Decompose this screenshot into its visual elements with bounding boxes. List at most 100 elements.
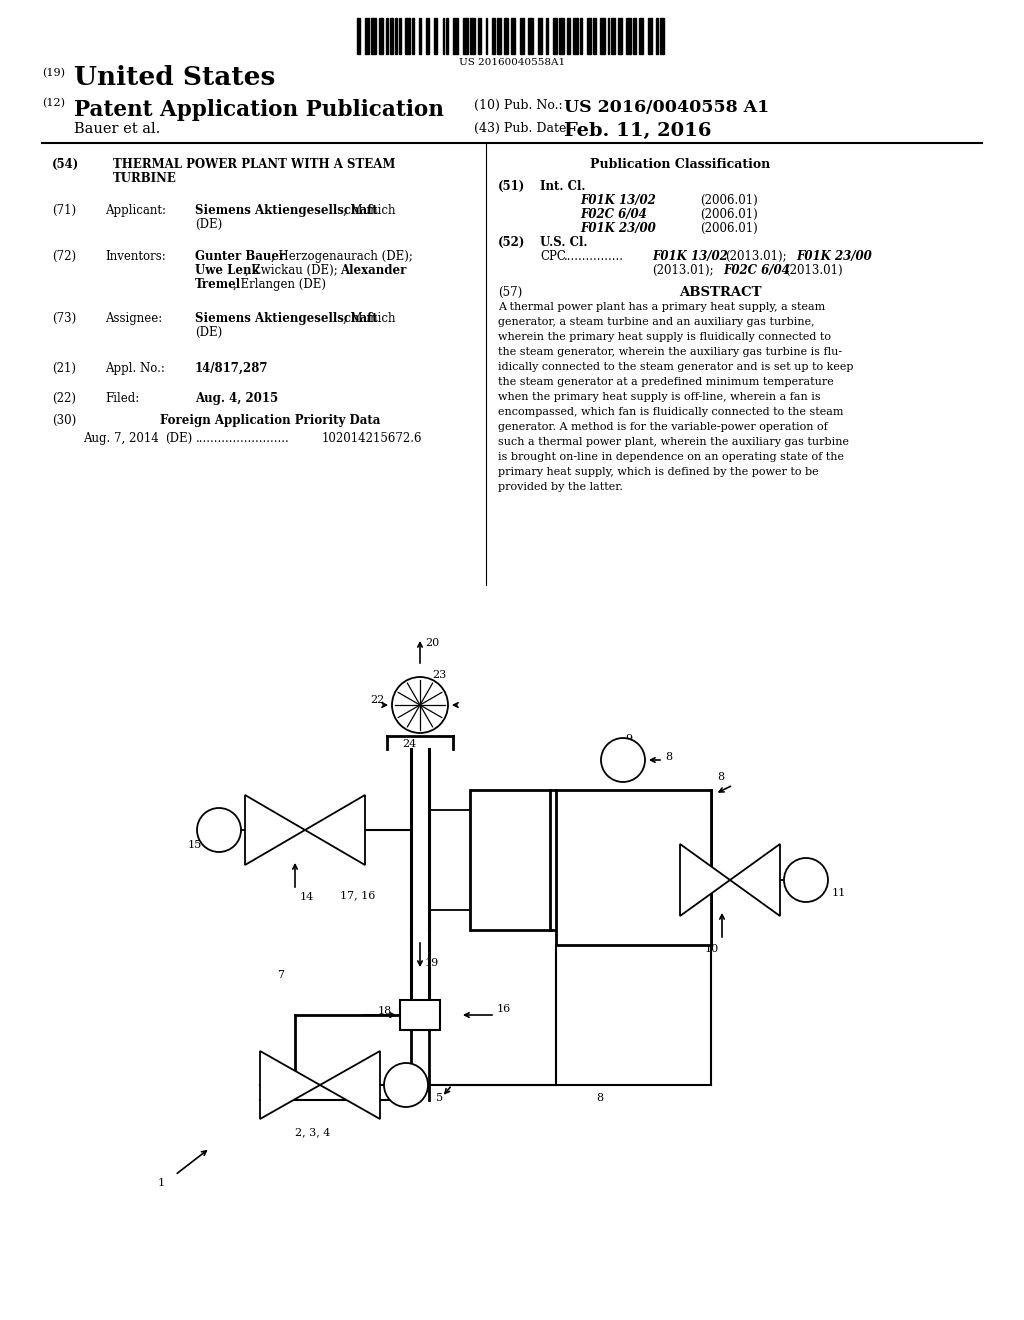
Text: , Zwickau (DE);: , Zwickau (DE); [245, 264, 338, 277]
Circle shape [392, 677, 449, 733]
Text: US 2016/0040558 A1: US 2016/0040558 A1 [564, 99, 769, 116]
Bar [660, 18, 665, 54]
Bar [573, 18, 579, 54]
Bar [611, 18, 615, 54]
Polygon shape [305, 795, 365, 865]
Text: Aug. 7, 2014: Aug. 7, 2014 [83, 432, 159, 445]
Circle shape [197, 808, 241, 851]
Circle shape [784, 858, 828, 902]
Text: (22): (22) [52, 392, 76, 405]
Bar [593, 18, 596, 54]
Text: (52): (52) [498, 236, 525, 249]
Text: F02C 6/04: F02C 6/04 [580, 209, 647, 220]
Text: 17, 16: 17, 16 [340, 890, 376, 900]
Text: (2006.01): (2006.01) [700, 209, 758, 220]
Bar [497, 18, 501, 54]
Text: ................: ................ [564, 249, 624, 263]
Bar [607, 18, 609, 54]
Polygon shape [680, 843, 730, 916]
Text: 8: 8 [638, 859, 645, 869]
Text: 102014215672.6: 102014215672.6 [322, 432, 423, 445]
Bar [400, 1001, 440, 1030]
Text: primary heat supply, which is defined by the power to be: primary heat supply, which is defined by… [498, 467, 818, 477]
Text: (51): (51) [498, 180, 525, 193]
Text: 23: 23 [432, 671, 446, 680]
Text: is brought on-line in dependence on an operating state of the: is brought on-line in dependence on an o… [498, 451, 844, 462]
Bar [426, 18, 429, 54]
Bar [567, 18, 569, 54]
Bar [528, 18, 534, 54]
Text: (10) Pub. No.:: (10) Pub. No.: [474, 99, 562, 112]
Text: 18: 18 [378, 1006, 392, 1016]
Text: Applicant:: Applicant: [105, 205, 166, 216]
Text: Uwe Lenk: Uwe Lenk [195, 264, 260, 277]
Text: Alexander: Alexander [340, 264, 407, 277]
Text: , Herzogenaurach (DE);: , Herzogenaurach (DE); [271, 249, 413, 263]
Text: Inventors:: Inventors: [105, 249, 166, 263]
Text: the steam generator at a predefined minimum temperature: the steam generator at a predefined mini… [498, 378, 834, 387]
Text: 7: 7 [278, 970, 284, 979]
Bar [511, 18, 514, 54]
Text: 9: 9 [625, 734, 632, 744]
Bar [445, 18, 449, 54]
Bar [519, 18, 524, 54]
Bar [588, 18, 591, 54]
Text: (57): (57) [498, 286, 522, 300]
Text: (72): (72) [52, 249, 76, 263]
Text: CPC: CPC [540, 249, 566, 263]
Polygon shape [319, 1051, 380, 1119]
Bar [492, 18, 495, 54]
Polygon shape [730, 843, 780, 916]
Text: F02C 6/04: F02C 6/04 [723, 264, 790, 277]
Text: .........................: ......................... [196, 432, 290, 445]
Text: ABSTRACT: ABSTRACT [679, 286, 761, 300]
Text: , Erlangen (DE): , Erlangen (DE) [233, 279, 326, 290]
Text: such a thermal power plant, wherein the auxiliary gas turbine: such a thermal power plant, wherein the … [498, 437, 849, 447]
Bar [406, 18, 411, 54]
Text: 6: 6 [475, 796, 482, 807]
Text: (30): (30) [52, 414, 76, 426]
Bar [556, 789, 711, 945]
Text: 2, 3, 4: 2, 3, 4 [295, 1127, 331, 1137]
Text: , Munich: , Munich [343, 205, 395, 216]
Text: TURBINE: TURBINE [113, 172, 177, 185]
Bar [539, 18, 543, 54]
Polygon shape [260, 1051, 319, 1119]
Text: Gunter Bauer: Gunter Bauer [195, 249, 286, 263]
Text: Foreign Application Priority Data: Foreign Application Priority Data [160, 414, 380, 426]
Text: 19: 19 [425, 958, 439, 968]
Bar [505, 18, 508, 54]
Text: 11: 11 [831, 888, 846, 898]
Bar [647, 18, 651, 54]
Circle shape [601, 738, 645, 781]
Text: Siemens Aktiengesellschaft: Siemens Aktiengesellschaft [195, 205, 378, 216]
Text: A thermal power plant has a primary heat supply, a steam: A thermal power plant has a primary heat… [498, 302, 825, 312]
Text: (DE): (DE) [195, 218, 222, 231]
Text: (2006.01): (2006.01) [700, 222, 758, 235]
Text: when the primary heat supply is off-line, wherein a fan is: when the primary heat supply is off-line… [498, 392, 820, 403]
Bar [485, 18, 487, 54]
Text: (2013.01);: (2013.01); [652, 264, 714, 277]
Bar [434, 18, 437, 54]
Text: 22: 22 [370, 696, 384, 705]
Text: Siemens Aktiengesellschaft: Siemens Aktiengesellschaft [195, 312, 378, 325]
Text: provided by the latter.: provided by the latter. [498, 482, 623, 492]
Text: Publication Classification: Publication Classification [590, 158, 770, 172]
Text: F01K 23/00: F01K 23/00 [796, 249, 871, 263]
Text: generator, a steam turbine and an auxiliary gas turbine,: generator, a steam turbine and an auxili… [498, 317, 815, 327]
Text: (71): (71) [52, 205, 76, 216]
Text: F01K 13/02: F01K 13/02 [652, 249, 728, 263]
Bar [559, 18, 563, 54]
Text: Bauer et al.: Bauer et al. [74, 121, 160, 136]
Text: (2013.01);: (2013.01); [725, 249, 786, 263]
Bar [470, 18, 475, 54]
Text: Patent Application Publication: Patent Application Publication [74, 99, 443, 121]
Text: , Munich: , Munich [343, 312, 395, 325]
Text: (DE): (DE) [165, 432, 193, 445]
Bar [470, 789, 550, 931]
Text: THERMAL POWER PLANT WITH A STEAM: THERMAL POWER PLANT WITH A STEAM [113, 158, 395, 172]
Text: U.S. Cl.: U.S. Cl. [540, 236, 588, 249]
Text: 15: 15 [188, 840, 203, 850]
Bar [357, 18, 360, 54]
Text: wherein the primary heat supply is fluidically connected to: wherein the primary heat supply is fluid… [498, 333, 831, 342]
